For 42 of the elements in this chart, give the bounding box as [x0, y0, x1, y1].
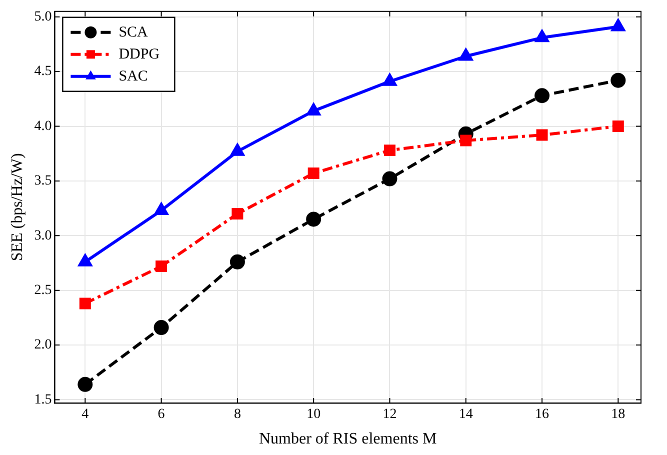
y-tick-label: 2.0 [34, 338, 52, 353]
x-tick-label: 4 [82, 407, 89, 422]
y-tick-label: 4.0 [34, 118, 52, 134]
point [306, 212, 322, 227]
y-tick-label: 2.5 [34, 283, 52, 298]
x-tick-label: 18 [611, 407, 626, 422]
point [306, 103, 320, 116]
point [382, 171, 398, 186]
point [79, 298, 91, 310]
x-tick-label: 8 [234, 407, 241, 422]
x-axis-title: Number of RIS elements M [258, 430, 437, 448]
y-tick-label: 3.5 [34, 174, 52, 189]
point [230, 254, 245, 270]
point [612, 120, 624, 132]
point [154, 320, 169, 336]
x-tick-label: 6 [158, 407, 165, 422]
x-tick-label: 16 [535, 407, 550, 422]
point [459, 48, 473, 61]
point [78, 376, 93, 392]
point [384, 144, 396, 156]
legend-label: SAC [118, 68, 148, 84]
y-tick-label: 1.5 [34, 392, 52, 408]
point [535, 30, 549, 42]
point [536, 129, 548, 141]
point [308, 168, 320, 180]
point [460, 134, 472, 146]
point [534, 88, 550, 104]
legend-label: DDPG [118, 46, 160, 62]
y-axis-title: SEE (bps/Hz/W) [8, 153, 26, 262]
point [383, 74, 396, 86]
x-tick-label: 12 [382, 407, 397, 422]
point [611, 19, 625, 32]
y-tick-label: 5.0 [34, 10, 52, 25]
x-tick-label: 14 [458, 407, 473, 422]
point [230, 144, 244, 156]
y-tick-label: 4.5 [34, 64, 52, 80]
legend-label: SCA [118, 24, 148, 40]
point [610, 72, 626, 88]
x-tick-label: 10 [306, 407, 321, 422]
y-tick-label: 3.0 [34, 228, 52, 244]
point [232, 208, 244, 220]
point [156, 260, 168, 272]
